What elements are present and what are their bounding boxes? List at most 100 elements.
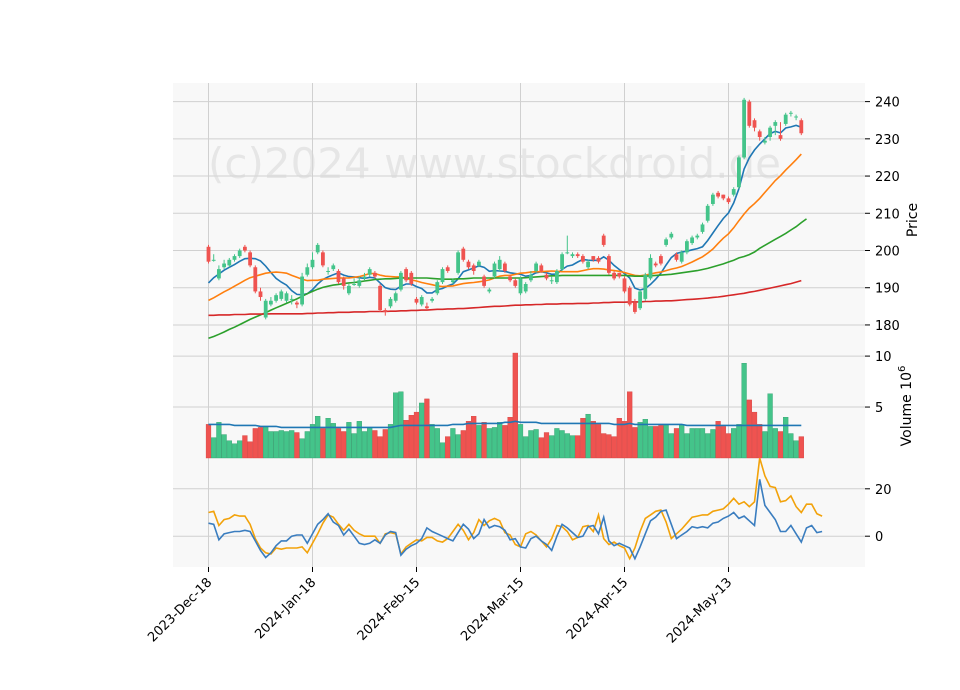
candle-body <box>269 300 273 305</box>
candle-body <box>690 237 694 244</box>
candle-body <box>378 285 382 311</box>
volume-bar <box>341 431 347 459</box>
volume-bar <box>512 352 518 459</box>
candle-body <box>477 261 481 266</box>
candle-body <box>799 120 804 134</box>
volume-bar <box>528 430 534 459</box>
volume-bar <box>538 437 544 459</box>
candle-body <box>482 276 486 286</box>
candle-body <box>581 256 585 262</box>
candle-body <box>586 261 590 268</box>
candle-body <box>716 192 720 197</box>
candle-body <box>310 259 315 268</box>
moving-average-line-2 <box>208 153 802 302</box>
candle-body <box>523 284 528 292</box>
volume-bar <box>751 411 758 459</box>
volume-bar <box>351 433 357 459</box>
volume-bar <box>429 424 435 459</box>
volume-bar <box>330 423 336 459</box>
volume-bar <box>211 437 217 459</box>
volume-bar <box>798 436 804 459</box>
candle-body <box>565 252 570 254</box>
candle-body <box>461 248 466 260</box>
price-y-tick-label: 200 <box>875 245 900 260</box>
volume-bar <box>549 435 555 459</box>
volume-bar <box>242 435 248 459</box>
volume-bar <box>382 429 388 459</box>
candlesticks <box>206 97 804 320</box>
volume-bar <box>387 424 394 459</box>
volume-bar <box>408 415 414 459</box>
price-y-tick-label: 220 <box>875 170 900 185</box>
volume-bar <box>481 422 487 459</box>
candle-body <box>633 302 637 312</box>
volume-bar <box>679 424 685 459</box>
x-tick-label: 2024-Mar-15 <box>458 575 527 644</box>
volume-bar <box>507 417 513 459</box>
candle-body <box>326 270 330 272</box>
candle-body <box>388 298 393 307</box>
volume-bar <box>788 433 794 459</box>
candle-body <box>695 235 700 238</box>
price-axis-title: Price <box>905 203 921 237</box>
oscillator-lines <box>208 457 823 561</box>
volume-bar <box>231 443 238 459</box>
volume-bar <box>543 432 550 459</box>
volume-bar <box>486 428 492 459</box>
candle-body <box>508 276 512 281</box>
volume-bar <box>710 429 716 459</box>
candle-body <box>653 263 658 266</box>
volume-bar <box>575 435 581 459</box>
candle-body <box>601 235 606 245</box>
candle-body <box>560 254 564 270</box>
volume-bar <box>460 430 466 459</box>
volume-bar <box>278 430 284 459</box>
volume-bar <box>221 434 227 459</box>
candle-body <box>206 246 211 262</box>
volume-bar <box>642 419 648 459</box>
candle-body <box>789 112 793 114</box>
volume-bar <box>294 432 300 459</box>
volume-axis-title: Volume 106 <box>897 366 915 447</box>
volume-bar <box>476 425 482 459</box>
candle-body <box>471 265 476 271</box>
candle-body <box>451 280 455 283</box>
volume-bar <box>252 428 258 459</box>
volume-bar <box>450 428 456 459</box>
candle-body <box>466 261 471 268</box>
candle-body <box>497 259 502 270</box>
candle-body <box>352 284 356 285</box>
candle-body <box>648 257 653 279</box>
volume-bar <box>533 429 539 459</box>
volume-bar <box>216 422 222 459</box>
candle-body <box>492 263 497 277</box>
candle-body <box>742 99 746 158</box>
oscillator-y-tick-label: 20 <box>875 483 892 498</box>
volume-bar <box>684 433 690 459</box>
volume-bar <box>346 422 352 459</box>
x-tick-label: 2024-Jan-18 <box>252 575 319 642</box>
candle-body <box>211 259 216 261</box>
candle-body <box>757 131 762 137</box>
volume-bar <box>309 424 316 459</box>
volume-y-tick-label: 10 <box>875 350 892 365</box>
candle-body <box>321 252 325 266</box>
price-y-tick-label: 190 <box>875 282 900 297</box>
candle-body <box>679 252 684 262</box>
volume-bar <box>471 416 477 459</box>
candle-body <box>513 280 518 286</box>
volume-bar <box>731 428 737 459</box>
candle-body <box>685 241 689 253</box>
volume-bar <box>673 428 680 459</box>
volume-bar <box>611 436 617 459</box>
candle-body <box>596 257 601 262</box>
volume-bar <box>741 363 747 459</box>
volume-bar <box>772 428 778 459</box>
volume-bar <box>356 421 362 459</box>
volume-bar <box>517 424 524 459</box>
candle-body <box>279 291 284 299</box>
candle-body <box>248 252 252 266</box>
candle-body <box>773 122 778 126</box>
volume-bar <box>335 428 342 459</box>
volume-bar <box>793 440 799 459</box>
